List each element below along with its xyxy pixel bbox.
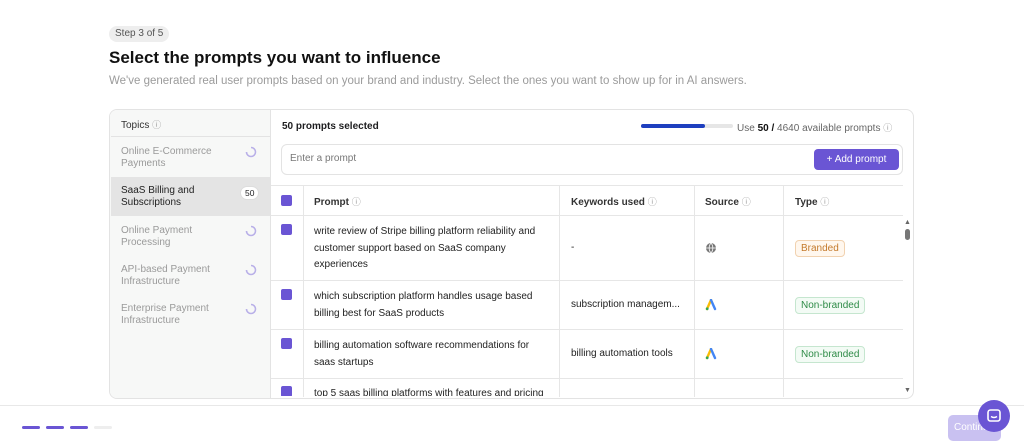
usage-available: 4640 available prompts [777,123,881,134]
chat-icon [987,409,1001,422]
selected-count: 50 prompts selected [282,121,379,132]
card [109,109,914,399]
topic-label: SaaS Billing and Subscriptions [121,185,195,208]
prompt-input[interactable] [281,144,903,175]
checkbox[interactable] [281,289,292,300]
row-divider [271,378,903,379]
button-label: Add prompt [834,154,887,165]
clipped-row: top 5 saas billing platforms with featur… [271,379,903,396]
ads-icon [705,299,717,311]
header-text: Keywords used [571,197,645,208]
topic[interactable]: API-based Payment Infrastructure [111,256,270,295]
loading-icon [245,303,257,315]
type-badge: Branded [795,240,845,257]
topics-header: Topics ⓘ [121,120,162,131]
col-divider [559,186,560,397]
prompt: which subscription platform handles usag… [314,291,533,319]
col-divider [783,186,784,397]
keywords: billing automation tools [571,348,673,359]
header-text: Type [795,197,818,208]
keywords: - [571,242,575,253]
chat-bubble[interactable] [978,400,1010,432]
col-divider [694,186,695,397]
step-dash [94,426,112,429]
divider [111,136,270,137]
step-dash [22,426,40,429]
checkbox[interactable] [281,224,292,235]
row-divider [271,329,903,330]
footer-divider [0,405,1024,406]
type-badge: Non-branded [795,297,866,314]
usage-used: 50 / [757,123,775,134]
header-text: Prompt [314,197,349,208]
checkbox[interactable] [281,386,292,396]
topics-header-text: Topics [121,120,150,131]
topic[interactable]: Online Payment Processing [111,217,270,256]
prompt: billing automation software recommendati… [314,340,530,368]
column-header: Prompt ⓘ [314,197,361,208]
column-header: Type ⓘ [795,197,830,208]
ads-icon [705,348,717,360]
topic-label: Online E-Commerce Payments [121,146,212,169]
progress-track [641,124,733,128]
type-badge: Non-branded [795,346,866,363]
header-text: Source [705,197,739,208]
progress-fill [641,124,705,128]
loading-icon [245,225,257,237]
loading-icon [245,264,257,276]
col-divider [303,186,304,397]
scroll-thumb[interactable] [905,229,910,240]
checkbox[interactable] [281,195,292,206]
subtitle: We've generated real user prompts based … [109,75,747,87]
title: Select the prompts you want to influence [109,48,441,67]
step-dash [70,426,88,429]
prompt: top 5 saas billing platforms with featur… [314,388,544,396]
topic[interactable]: Online E-Commerce Payments [111,138,270,177]
scroll-up[interactable]: ▲ [904,219,911,226]
row-divider [271,185,903,186]
topic-label: Online Payment Processing [121,225,193,248]
scroll-down[interactable]: ▼ [904,387,911,394]
step-dash [46,426,64,429]
step: Step 3 of 5 [115,28,164,39]
topic-label: Enterprise Payment Infrastructure [121,303,209,326]
usage-label: Use [737,123,755,134]
topic-count: 50 [240,186,260,200]
row-divider [271,215,903,216]
topic-label: API-based Payment Infrastructure [121,264,210,287]
globe-icon [706,242,716,254]
step-pill [109,26,169,42]
input-placeholder: Enter a prompt [290,153,357,164]
keywords: subscription managem... [571,299,680,310]
checkbox[interactable] [281,338,292,349]
topic[interactable]: Enterprise Payment Infrastructure [111,295,270,334]
sidebar [110,110,271,398]
prompt: write review of Stripe billing platform … [314,226,536,270]
add-prompt-button[interactable]: + Add prompt [814,149,899,170]
column-header: Source ⓘ [705,197,751,208]
row-divider [271,280,903,281]
column-header: Keywords used ⓘ [571,197,657,208]
loading-icon [245,146,257,158]
usage: Use 50 / 4640 available prompts ⓘ [737,123,893,134]
